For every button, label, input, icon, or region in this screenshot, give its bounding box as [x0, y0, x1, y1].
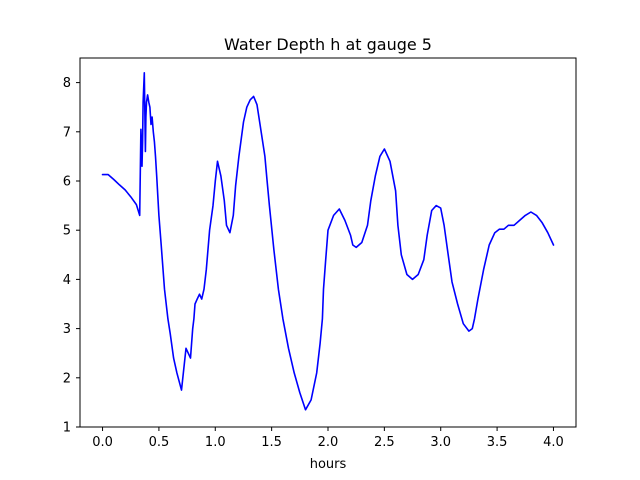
y-tick-label: 4 [63, 273, 71, 288]
y-tick-label: 3 [63, 322, 71, 337]
y-tick-label: 7 [63, 125, 71, 140]
y-tick-label: 8 [63, 76, 71, 91]
x-tick-label: 0.0 [92, 435, 113, 450]
x-tick-label: 2.0 [318, 435, 339, 450]
water-depth-line [101, 72, 555, 411]
y-tick-label: 6 [63, 175, 71, 190]
chart-title: Water Depth h at gauge 5 [224, 35, 432, 54]
x-axis-label: hours [310, 457, 347, 472]
x-tick-label: 4.0 [543, 435, 564, 450]
y-axis-ticks: 1 2 3 4 5 6 7 8 [63, 76, 80, 436]
y-tick-label: 5 [63, 224, 71, 239]
x-tick-label: 0.5 [149, 435, 170, 450]
y-tick-label: 2 [63, 371, 71, 386]
series-layer [101, 72, 555, 411]
plot-frame [79, 57, 577, 428]
x-tick-label: 3.0 [430, 435, 451, 450]
x-tick-label: 3.5 [487, 435, 508, 450]
y-tick-label: 1 [63, 421, 71, 436]
x-tick-label: 2.5 [374, 435, 395, 450]
x-tick-label: 1.5 [261, 435, 282, 450]
x-tick-label: 1.0 [205, 435, 226, 450]
x-axis-ticks: 0.0 0.5 1.0 1.5 2.0 2.5 3.0 3.5 4.0 [92, 427, 564, 450]
plot-area [80, 58, 576, 427]
